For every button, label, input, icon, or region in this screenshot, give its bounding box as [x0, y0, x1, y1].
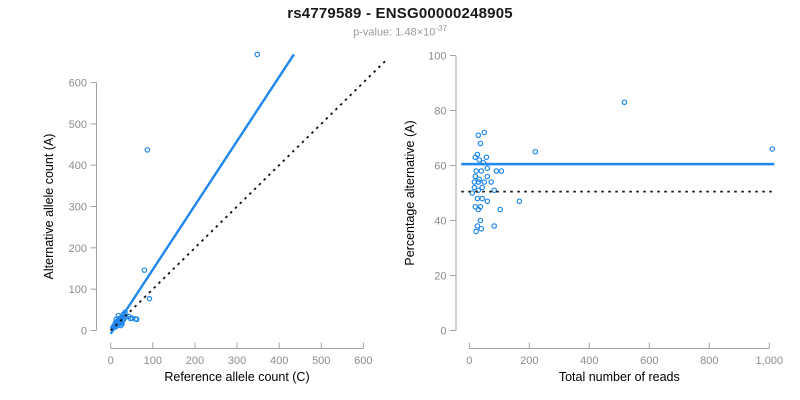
y-tick-label: 0 — [81, 326, 87, 338]
y-tick-label: 400 — [69, 160, 87, 172]
y-tick-label: 100 — [69, 284, 87, 296]
data-point — [488, 179, 495, 185]
y-tick-label: 600 — [69, 78, 87, 90]
pvalue-exponent: -37 — [435, 24, 447, 33]
x-tick-label: 600 — [354, 355, 372, 367]
x-tick-label: 100 — [144, 355, 162, 367]
figure-subtitle: p-value: 1.48×10-37 — [0, 24, 800, 39]
data-point — [493, 168, 500, 174]
data-point — [477, 140, 484, 147]
right-plot: 0 20 40 60 80 100 0 200 400 600 800 1,000 Total numb… — [403, 51, 783, 385]
data-point — [483, 154, 490, 161]
y-tick-label: 300 — [69, 202, 87, 214]
data-point — [134, 316, 140, 323]
data-point — [621, 99, 628, 106]
data-point — [478, 168, 485, 174]
x-tick-label: 800 — [700, 355, 718, 367]
data-point — [141, 267, 148, 273]
x-tick-label: 600 — [640, 355, 658, 367]
data-point — [474, 223, 481, 229]
x-axis-title: Reference allele count (C) — [164, 370, 309, 384]
y-tick-label: 200 — [69, 243, 87, 255]
data-point — [473, 228, 480, 235]
data-point — [119, 321, 125, 327]
data-point — [498, 168, 505, 174]
data-point — [481, 129, 488, 136]
fit-line — [109, 53, 295, 335]
y-tick-label: 0 — [440, 326, 446, 338]
data-point — [472, 203, 479, 210]
data-point — [484, 173, 491, 180]
x-tick-label: 400 — [270, 355, 288, 367]
x-tick-label: 0 — [466, 355, 472, 367]
data-point — [497, 206, 504, 213]
pvalue-label: p-value: — [353, 26, 396, 39]
x-tick-label: 500 — [312, 355, 330, 367]
data-point — [484, 165, 491, 172]
data-point — [475, 206, 482, 213]
y-tick-label: 80 — [434, 106, 446, 118]
data-point — [532, 148, 539, 155]
data-point — [475, 179, 482, 185]
data-point — [479, 195, 486, 202]
data-point — [254, 51, 261, 58]
pvalue-base: 10 — [423, 26, 436, 39]
identity-line — [110, 57, 389, 332]
x-tick-label: 0 — [108, 355, 114, 367]
x-tick-label: 200 — [186, 355, 204, 367]
x-tick-label: 300 — [228, 355, 246, 367]
data-point — [476, 157, 483, 163]
data-point — [491, 223, 498, 229]
data-point — [146, 295, 153, 302]
data-point — [144, 147, 151, 153]
data-point — [472, 154, 479, 161]
y-axis-title: Percentage alternative (A) — [403, 120, 417, 265]
pvalue-mantissa: 1.48 — [395, 26, 417, 39]
data-point — [516, 198, 523, 205]
x-axis-title: Total number of reads — [559, 370, 680, 384]
data-point — [481, 179, 488, 185]
data-point — [472, 173, 479, 180]
data-point — [476, 176, 483, 183]
y-tick-label: 60 — [434, 161, 446, 173]
pvalue-times-sign: × — [416, 26, 424, 39]
data-point — [475, 187, 482, 194]
data-point — [769, 146, 776, 152]
data-point — [479, 184, 486, 191]
data-point — [471, 184, 478, 191]
y-tick-label: 100 — [428, 51, 446, 63]
data-point — [469, 190, 476, 196]
left-plot: 0 100 200 300 400 500 600 0 100 200 300 400 500 600 Re… — [42, 51, 389, 384]
y-tick-label: 20 — [434, 271, 446, 283]
data-point — [477, 217, 484, 224]
data-point — [475, 132, 482, 139]
y-axis-title: Alternative allele count (A) — [42, 134, 56, 280]
data-point — [474, 195, 481, 202]
y-tick-label: 500 — [69, 119, 87, 131]
x-tick-label: 200 — [520, 355, 538, 367]
data-point — [473, 168, 480, 174]
x-tick-label: 1,000 — [756, 355, 784, 367]
y-tick-label: 40 — [434, 216, 446, 228]
data-point — [491, 187, 498, 194]
figure-title: rs4779589 - ENSG00000248905 — [287, 5, 513, 22]
x-tick-label: 400 — [580, 355, 598, 367]
data-point — [478, 225, 485, 232]
data-point — [484, 198, 491, 205]
